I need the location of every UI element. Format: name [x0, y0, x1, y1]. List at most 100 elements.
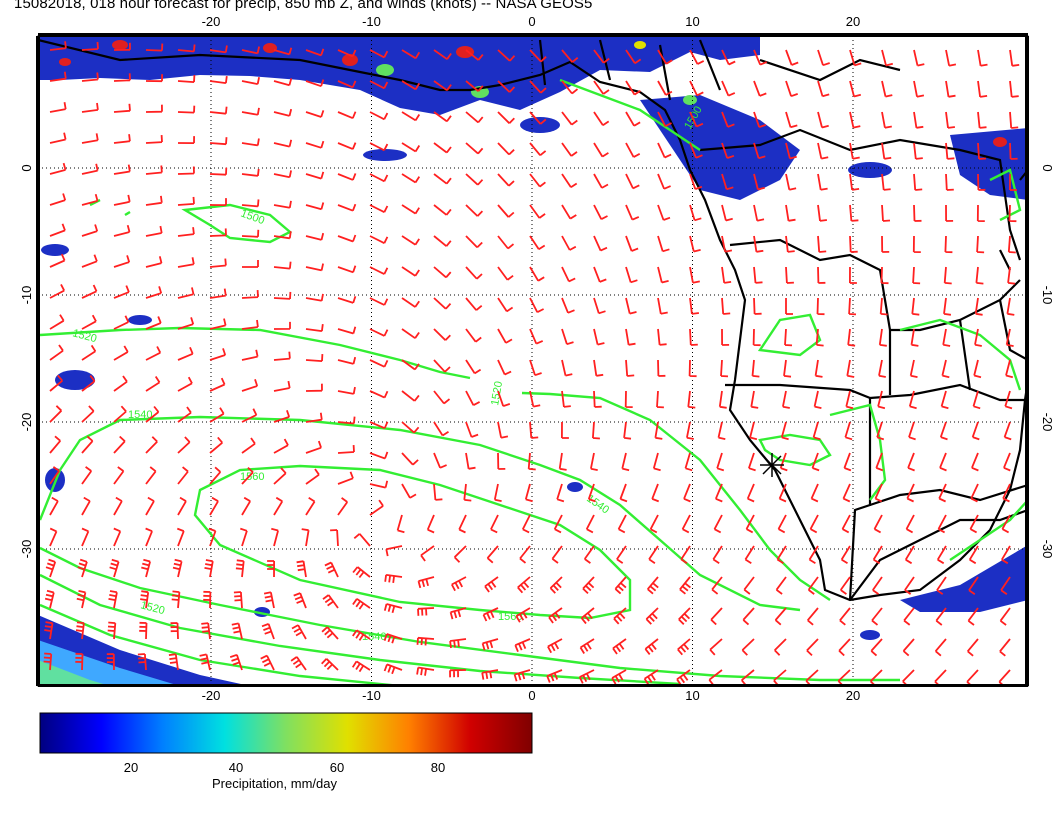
wind-barb — [1009, 142, 1018, 160]
wind-barb — [305, 79, 325, 88]
wind-barb — [273, 467, 287, 485]
wind-barb — [177, 346, 194, 361]
wind-barb — [449, 669, 467, 678]
wind-barb — [113, 527, 122, 547]
wind-barb — [753, 80, 767, 97]
wind-barb — [678, 607, 691, 625]
wind-barb — [874, 483, 883, 503]
wind-barb — [433, 204, 452, 216]
wind-barb — [465, 421, 479, 438]
wind-barb — [465, 49, 484, 61]
wind-barb — [273, 496, 284, 516]
wind-barb — [881, 111, 892, 129]
wind-barb — [209, 436, 223, 454]
wind-barb — [241, 466, 254, 485]
wind-barb — [261, 623, 275, 640]
wind-barb — [305, 171, 325, 180]
wind-barb — [369, 204, 389, 214]
wind-barb — [145, 466, 157, 485]
wind-barb — [513, 669, 531, 682]
wind-barb — [177, 75, 196, 83]
wind-barb — [908, 390, 917, 410]
wind-barb — [547, 638, 563, 654]
wind-barb — [689, 173, 703, 190]
wind-barb — [937, 514, 947, 534]
wind-barb — [241, 496, 251, 516]
wind-barb — [465, 235, 483, 249]
wind-barb — [716, 452, 725, 472]
wind-barb — [484, 576, 499, 593]
wind-barb — [816, 297, 825, 316]
wind-barb — [810, 483, 819, 503]
wind-barb — [1009, 80, 1019, 98]
wind-barb — [401, 80, 421, 91]
wind-barb — [878, 328, 887, 347]
wind-barb — [107, 621, 117, 640]
wind-barb — [976, 204, 985, 222]
wind-barb — [613, 607, 627, 625]
wind-barb — [145, 43, 164, 52]
wind-barb — [453, 545, 467, 563]
wind-barb — [649, 514, 659, 534]
wind-barb — [784, 328, 793, 347]
wind-barb — [49, 102, 67, 113]
wind-barb — [746, 483, 755, 503]
wind-barb — [383, 663, 403, 675]
wind-barb — [517, 576, 531, 594]
wind-barb — [305, 293, 324, 302]
wind-barb — [657, 204, 671, 221]
wind-barb — [305, 48, 325, 57]
wind-barb — [657, 328, 667, 346]
wind-barb — [938, 483, 947, 503]
wind-barb — [416, 666, 435, 676]
wind-barb — [625, 173, 640, 190]
wind-barb — [942, 328, 951, 347]
colorbar: 20 40 60 80 — [39, 712, 533, 775]
wind-barb — [1001, 514, 1011, 534]
wind-barb — [593, 266, 607, 283]
wind-barb — [676, 669, 691, 686]
wind-barb — [582, 576, 595, 595]
wind-barb — [561, 204, 577, 220]
wind-barb — [625, 266, 638, 284]
wind-barb — [145, 225, 163, 237]
wind-barb — [241, 199, 260, 208]
wind-barb — [465, 452, 476, 470]
wind-barb — [49, 193, 67, 206]
wind-barb — [337, 203, 357, 212]
wind-barb — [681, 514, 691, 534]
wind-barb — [137, 653, 147, 671]
wind-barb — [625, 49, 642, 65]
wind-barb — [849, 80, 862, 98]
wind-barb — [433, 359, 451, 373]
wind-barb — [369, 297, 389, 306]
wind-barb — [945, 49, 957, 67]
wind-barb — [209, 45, 228, 54]
wind-barb — [168, 653, 179, 671]
wind-barb — [49, 253, 66, 268]
wind-barb — [353, 533, 371, 547]
wind-barb — [849, 266, 857, 284]
colorbar-tick-label: 60 — [330, 760, 344, 775]
wind-barb — [593, 328, 605, 346]
contour-label: 1560 — [498, 611, 522, 623]
wind-barb — [433, 266, 452, 279]
wind-barb — [416, 636, 435, 646]
wind-barb — [625, 359, 635, 377]
wind-barb — [941, 359, 950, 379]
wind-barb — [139, 621, 148, 640]
wind-barb — [113, 496, 123, 516]
contour-se — [949, 168, 1028, 561]
wind-barb — [273, 321, 291, 330]
wind-barb — [785, 49, 799, 66]
wind-barb — [911, 297, 920, 316]
wind-barb — [780, 421, 789, 441]
wind-barb — [497, 390, 511, 407]
wind-barb — [753, 235, 764, 253]
wind-barb — [203, 590, 212, 609]
wind-barb — [176, 527, 185, 547]
wind-barb — [273, 200, 292, 209]
wind-barb — [913, 111, 924, 129]
wind-barb — [330, 529, 339, 547]
wind-barb — [785, 266, 794, 284]
